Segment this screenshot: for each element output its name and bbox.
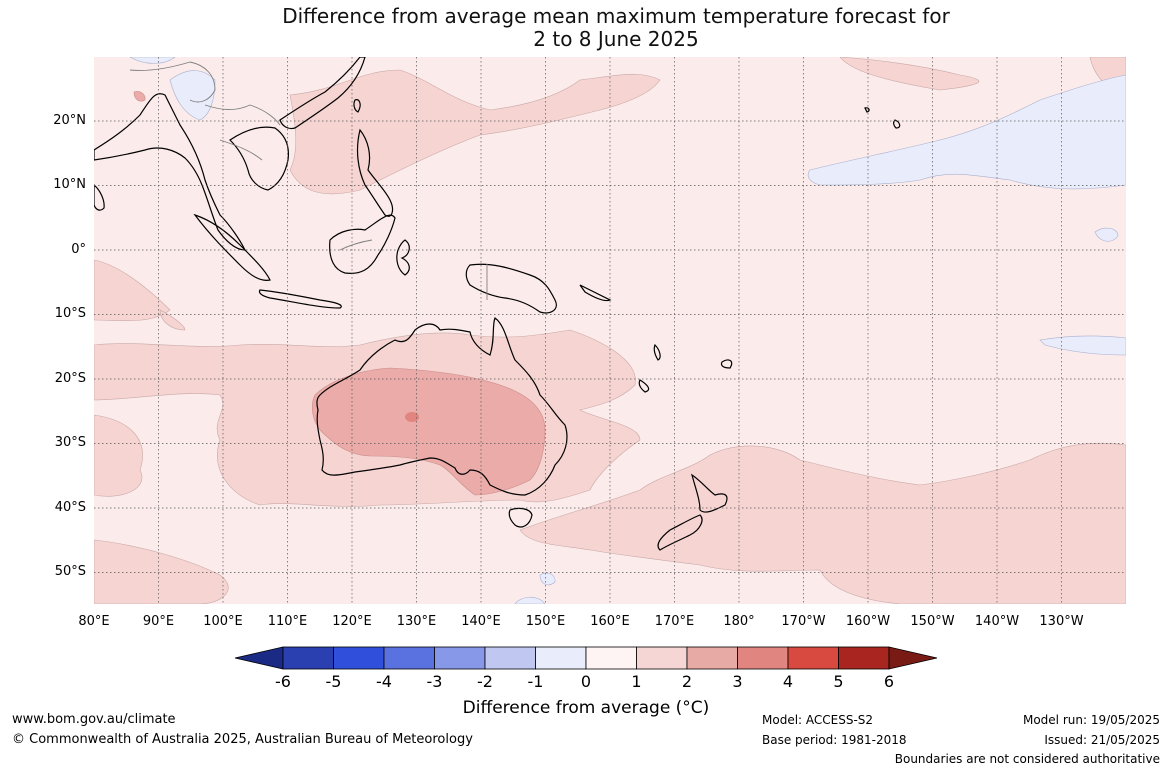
lon-label-160w: 160°W [845, 614, 891, 629]
new-zealand-north-coast [691, 473, 728, 513]
new-guinea-coast [465, 263, 557, 314]
map-title-line1: Difference from average mean maximum tem… [282, 4, 950, 28]
lat-label-0: 0° [71, 242, 86, 257]
lon-label-130e: 130°E [396, 614, 437, 629]
base-period: Base period: 1981-2018 [762, 733, 907, 747]
country-borders [129, 61, 488, 300]
lat-label-30s: 30°S [54, 435, 86, 450]
colorbar-tick-neg2: -2 [477, 672, 493, 691]
lon-label-110e: 110°E [267, 614, 308, 629]
lon-label-170w: 170°W [781, 614, 826, 629]
lon-label-140w: 140°W [974, 614, 1020, 629]
lat-label-20n: 20°N [53, 113, 86, 128]
lon-label-120e: 120°E [332, 614, 372, 629]
colorbar-tick-0: 0 [580, 672, 592, 691]
new-zealand-south-coast [657, 514, 703, 551]
australia-coast [316, 317, 568, 496]
colorbar-tick-4: 4 [782, 672, 794, 691]
lat-label-40s: 40°S [54, 500, 86, 515]
colorbar-tick-3: 3 [732, 672, 743, 691]
colorbar-tick-neg4: -4 [376, 672, 392, 691]
lon-label-140e: 140°E [461, 614, 501, 629]
lon-label-160e: 160°E [590, 614, 630, 629]
india-coast [94, 184, 105, 211]
philippines-coast [356, 128, 394, 217]
anomaly-2-3-regions [133, 91, 546, 496]
borneo-coast [329, 214, 396, 275]
sumatra-coast [193, 213, 271, 281]
colorbar-tick-5: 5 [833, 672, 844, 691]
java-coast [258, 289, 342, 309]
colorbar-tick-1: 1 [631, 672, 642, 691]
colorbar-title: Difference from average (°C) [462, 698, 710, 718]
taiwan-coast [353, 99, 361, 113]
anomaly-negative-regions [129, 57, 1126, 604]
issued-date: Issued: 21/05/2025 [1044, 733, 1160, 747]
lon-label-130w: 130°W [1039, 614, 1084, 629]
lon-label-180: 180° [723, 614, 755, 629]
lon-label-150w: 150°W [910, 614, 955, 629]
colorbar-tick-6: 6 [883, 672, 895, 691]
graticule [94, 57, 1126, 604]
asia-mainland-coast [94, 93, 246, 251]
tasmania-coast [508, 507, 533, 528]
lat-label-10n: 10°N [53, 177, 86, 192]
lon-label-150e: 150°E [525, 614, 566, 629]
lat-label-10s: 10°S [54, 306, 86, 321]
website-link[interactable]: www.bom.gov.au/climate [12, 712, 176, 727]
lon-label-100e: 100°E [203, 614, 243, 629]
model-name: Model: ACCESS-S2 [762, 713, 874, 727]
coastlines [94, 57, 901, 551]
colorbar-tick-neg6: -6 [275, 672, 291, 691]
colorbar-tick-neg1: -1 [527, 672, 544, 691]
map-title-line2: 2 to 8 June 2025 [533, 27, 699, 51]
colorbar-tick-neg5: -5 [325, 672, 342, 691]
model-run-date: Model run: 19/05/2025 [1022, 713, 1160, 727]
china-coast [279, 57, 366, 130]
indochina-coast [229, 126, 290, 191]
sulawesi-coast [396, 239, 410, 276]
anomaly-3-4-regions [405, 412, 419, 422]
lon-label-80e: 80°E [78, 614, 110, 629]
colorbar-tick-neg3: -3 [426, 672, 443, 691]
colorbar-tick-2: 2 [681, 672, 693, 691]
copyright-text: © Commonwealth of Australia 2025, Austra… [12, 732, 473, 747]
lat-label-50s: 50°S [54, 564, 86, 579]
lon-label-170e: 170°E [654, 614, 695, 629]
lat-label-20s: 20°S [54, 371, 86, 386]
lon-label-90e: 90°E [142, 614, 175, 629]
boundaries-disclaimer: Boundaries are not considered authoritat… [894, 752, 1160, 766]
